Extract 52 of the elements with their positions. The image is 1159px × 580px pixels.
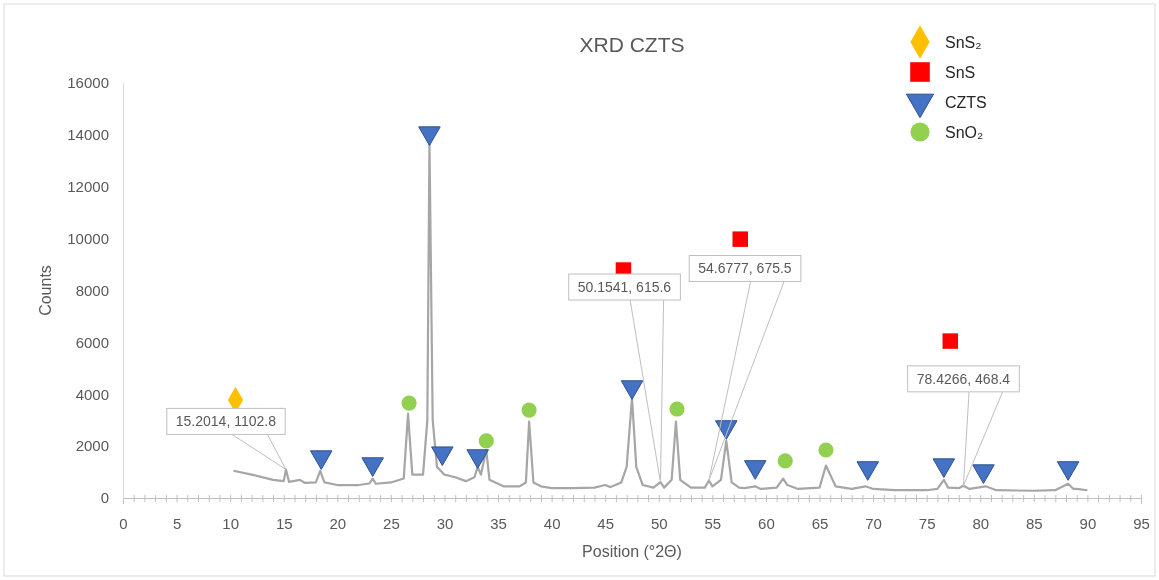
y-tick-label: 10000 xyxy=(67,229,109,247)
point xyxy=(932,458,956,478)
point xyxy=(732,231,748,247)
x-tick-label: 5 xyxy=(172,514,182,532)
point xyxy=(431,446,454,467)
x-tick-label: 15 xyxy=(275,514,293,532)
y-axis-title: Counts xyxy=(37,265,54,316)
legend-label: SnS₂ xyxy=(945,34,982,51)
chart-title: XRD CZTS xyxy=(579,33,685,56)
x-tick-label: 80 xyxy=(972,514,990,532)
x-tick-label: 85 xyxy=(1026,514,1043,532)
x-tick-label: 45 xyxy=(597,514,615,532)
x-tick-label: 70 xyxy=(865,514,882,532)
x-tick-label: 0 xyxy=(119,514,128,532)
point xyxy=(466,449,489,469)
y-tick-label: 16000 xyxy=(67,74,109,92)
point xyxy=(620,380,644,400)
legend-label: SnO₂ xyxy=(945,124,984,141)
x-tick-label: 40 xyxy=(543,514,561,532)
x-tick-label: 50 xyxy=(650,514,668,532)
x-tick-label: 10 xyxy=(222,514,239,532)
y-tick-label: 6000 xyxy=(75,333,109,351)
x-tick-label: 55 xyxy=(704,514,722,532)
annotation: 15.2014, 1102.8 xyxy=(175,413,277,430)
x-axis-title: Position (°2Θ) xyxy=(582,543,682,560)
point xyxy=(942,333,958,349)
y-tick-label: 4000 xyxy=(75,385,109,403)
x-tick-label: 30 xyxy=(436,514,454,532)
annotation: 78.4266, 468.4 xyxy=(916,370,1011,387)
x-tick-label: 20 xyxy=(329,514,347,532)
x-tick-label: 65 xyxy=(811,514,829,532)
point xyxy=(1056,461,1080,481)
x-tick-label: 75 xyxy=(918,514,936,532)
annotation: 50.1541, 615.6 xyxy=(577,279,672,296)
x-tick-label: 95 xyxy=(1133,514,1150,532)
x-tick-label: 35 xyxy=(490,514,507,532)
y-tick-label: 14000 xyxy=(67,126,109,144)
legend-label: SnS xyxy=(945,64,976,81)
point xyxy=(310,450,333,470)
point xyxy=(743,460,767,480)
legend-label: CZTS xyxy=(945,94,987,111)
x-tick-label: 60 xyxy=(758,514,775,532)
y-tick-label: 8000 xyxy=(75,281,109,299)
point xyxy=(856,461,879,481)
x-tick-label: 90 xyxy=(1079,514,1097,532)
y-tick-label: 12000 xyxy=(67,178,109,196)
point xyxy=(361,457,384,477)
y-tick-label: 2000 xyxy=(75,437,109,455)
x-tick-label: 25 xyxy=(383,514,400,532)
point xyxy=(972,464,995,484)
annotation: 54.6777, 675.5 xyxy=(698,260,792,277)
y-tick-label: 0 xyxy=(100,489,109,507)
